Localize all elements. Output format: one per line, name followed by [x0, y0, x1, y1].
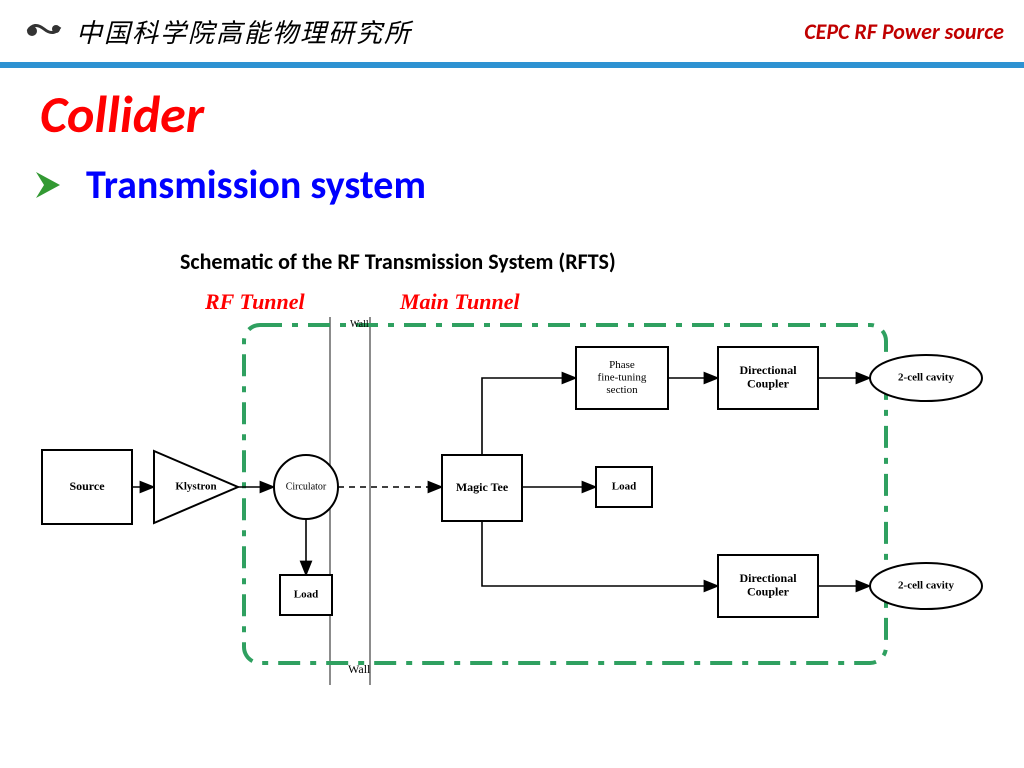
header-divider [0, 62, 1024, 68]
slide-header: 中国科学院高能物理研究所 CEPC RF Power source [0, 0, 1024, 62]
svg-text:Load: Load [612, 481, 636, 493]
swirl-logo-icon [20, 17, 68, 45]
svg-text:section: section [606, 384, 638, 396]
svg-text:Klystron: Klystron [175, 481, 216, 493]
chevron-right-icon [32, 168, 66, 202]
node-load1: Load [280, 575, 332, 615]
node-dc2: DirectionalCoupler [718, 555, 818, 617]
svg-text:2-cell cavity: 2-cell cavity [898, 372, 954, 384]
svg-text:Wall: Wall [348, 662, 371, 676]
node-cav1: 2-cell cavity [870, 355, 982, 401]
svg-text:2-cell cavity: 2-cell cavity [898, 580, 954, 592]
bullet-row: Transmission system [32, 160, 426, 209]
svg-text:Load: Load [294, 589, 318, 601]
svg-text:Source: Source [69, 479, 105, 493]
node-dc1: DirectionalCoupler [718, 347, 818, 409]
institute-name: 中国科学院高能物理研究所 [76, 13, 412, 50]
svg-text:fine-tuning: fine-tuning [598, 372, 647, 384]
node-source: Source [42, 450, 132, 524]
diagram-caption: Schematic of the RF Transmission System … [180, 248, 616, 275]
svg-text:Phase: Phase [609, 359, 635, 371]
svg-text:Main Tunnel: Main Tunnel [399, 289, 521, 314]
node-phase: Phasefine-tuningsection [576, 347, 668, 409]
node-klystron: Klystron [154, 451, 238, 523]
svg-text:Circulator: Circulator [286, 481, 327, 492]
svg-text:Magic Tee: Magic Tee [456, 480, 509, 494]
header-right-label: CEPC RF Power source [804, 18, 1004, 45]
rfts-diagram: Source Klystron Circulator Load Magic Tee Pha… [30, 285, 1000, 695]
node-load2: Load [596, 467, 652, 507]
node-circulator: Circulator [274, 455, 338, 519]
node-cav2: 2-cell cavity [870, 563, 982, 609]
slide-title: Collider [40, 82, 204, 146]
svg-text:RF Tunnel: RF Tunnel [204, 289, 306, 314]
svg-text:Coupler: Coupler [747, 585, 790, 599]
svg-text:Directional: Directional [739, 363, 797, 377]
svg-text:Directional: Directional [739, 571, 797, 585]
header-left: 中国科学院高能物理研究所 [20, 13, 412, 50]
subtitle: Transmission system [86, 160, 426, 209]
svg-text:Coupler: Coupler [747, 377, 790, 391]
node-magic: Magic Tee [442, 455, 522, 521]
svg-text:Wall: Wall [350, 319, 369, 330]
